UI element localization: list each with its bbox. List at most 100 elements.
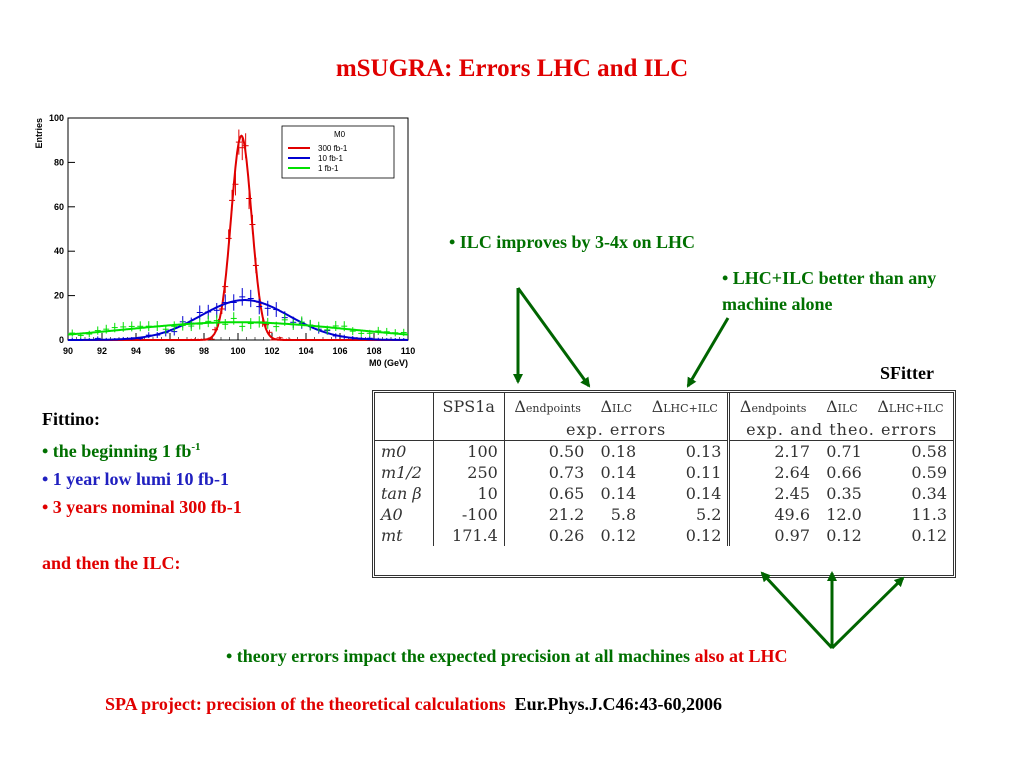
value-cell: 11.3 bbox=[911, 505, 947, 524]
x-tick-label: 102 bbox=[264, 346, 279, 356]
header-theo-lhcilc: ΔLHC+ILC bbox=[877, 396, 944, 416]
fittino-item-1: • the beginning 1 fb-1 bbox=[42, 441, 201, 461]
bullet-ilc-improves: • ILC improves by 3-4x on LHC bbox=[449, 232, 695, 252]
y-axis-label: Entries bbox=[34, 118, 44, 149]
value-cell: 0.66 bbox=[826, 463, 862, 482]
value-cell: 49.6 bbox=[727, 504, 816, 525]
slide-title: mSUGRA: Errors LHC and ILC bbox=[335, 55, 689, 82]
fittino-item-2: • 1 year low lumi 10 fb-1 bbox=[42, 469, 229, 489]
param-cell: mt bbox=[381, 526, 403, 545]
spa-project-line: SPA project: precision of the theoretica… bbox=[105, 694, 722, 715]
y-tick-label: 80 bbox=[54, 157, 64, 167]
x-tick-label: 100 bbox=[230, 346, 245, 356]
legend-label-1: 10 fb-1 bbox=[318, 154, 343, 163]
group-theo-errors: exp. and theo. errors bbox=[727, 419, 953, 441]
fittino-item-3: • 3 years nominal 300 fb-1 bbox=[42, 497, 242, 517]
y-tick-label: 100 bbox=[49, 113, 64, 123]
value-cell: 250 bbox=[432, 462, 505, 483]
header-theo-endpoints: Δendpoints bbox=[727, 393, 816, 419]
legend-label-0: 300 fb-1 bbox=[318, 144, 348, 153]
value-cell: 0.14 bbox=[600, 484, 637, 503]
value-cell: 100 bbox=[432, 440, 505, 462]
table-row: m1/2 250 0.73 0.14 0.11 2.64 0.66 0.59 bbox=[375, 462, 953, 483]
param-cell: A0 bbox=[381, 505, 403, 524]
group-exp-errors: exp. errors bbox=[503, 419, 729, 441]
arrow-to-ilc bbox=[516, 287, 591, 388]
value-cell: 2.17 bbox=[727, 440, 816, 462]
header-sps1a: SPS1a bbox=[432, 393, 505, 419]
value-cell: 2.45 bbox=[727, 483, 816, 504]
value-cell: 0.12 bbox=[911, 526, 947, 545]
spa-project-text: SPA project: precision of the theoretica… bbox=[105, 694, 506, 714]
header-exp-endpoints: Δendpoints bbox=[503, 393, 591, 419]
value-cell: 2.64 bbox=[727, 462, 816, 483]
header-exp-lhcilc: ΔLHC+ILC bbox=[651, 396, 718, 416]
legend-title: M0 bbox=[334, 130, 346, 139]
x-axis-label: M0 (GeV) bbox=[369, 358, 408, 368]
value-cell: 0.97 bbox=[727, 525, 816, 546]
errors-table: SPS1a Δendpoints ΔILC ΔLHC+ILC Δendpoint… bbox=[372, 390, 956, 578]
x-tick-label: 108 bbox=[366, 346, 381, 356]
table-row: A0 -100 21.2 5.8 5.2 49.6 12.0 11.3 bbox=[375, 504, 953, 525]
value-cell: 0.35 bbox=[826, 484, 862, 503]
value-cell: 0.14 bbox=[685, 484, 722, 503]
fittino-heading: Fittino: bbox=[42, 409, 100, 429]
value-cell: 5.8 bbox=[610, 505, 637, 524]
value-cell: 0.12 bbox=[600, 526, 637, 545]
x-tick-label: 90 bbox=[63, 346, 73, 356]
x-tick-label: 92 bbox=[97, 346, 107, 356]
value-cell: 0.58 bbox=[911, 442, 947, 461]
x-tick-label: 106 bbox=[332, 346, 347, 356]
table-row: m0 100 0.50 0.18 0.13 2.17 0.71 0.58 bbox=[375, 440, 953, 462]
value-cell: 0.18 bbox=[600, 442, 637, 461]
arrow-to-lhcilc bbox=[686, 317, 730, 388]
value-cell: 0.11 bbox=[685, 463, 722, 482]
param-cell: m1/2 bbox=[381, 463, 422, 482]
x-tick-label: 96 bbox=[165, 346, 175, 356]
param-cell: m0 bbox=[381, 442, 407, 461]
value-cell: 0.59 bbox=[911, 463, 947, 482]
x-tick-label: 98 bbox=[199, 346, 209, 356]
arrow-theo-lhcilc bbox=[830, 576, 905, 650]
value-cell: 0.13 bbox=[685, 442, 722, 461]
bullet-lhcilc-line1: • LHC+ILC better than any bbox=[722, 268, 937, 288]
param-cell: tan β bbox=[381, 484, 422, 503]
header-theo-ilc: ΔILC bbox=[826, 396, 858, 416]
fittino-then-ilc: and then the ILC: bbox=[42, 553, 181, 573]
value-cell: -100 bbox=[432, 504, 505, 525]
value-cell: 0.26 bbox=[503, 525, 591, 546]
table-row: mt 171.4 0.26 0.12 0.12 0.97 0.12 0.12 bbox=[375, 525, 953, 546]
table-row: tan β 10 0.65 0.14 0.14 2.45 0.35 0.34 bbox=[375, 483, 953, 504]
y-tick-label: 60 bbox=[54, 202, 64, 212]
reference-text: Eur.Phys.J.C46:43-60,2006 bbox=[514, 694, 722, 714]
legend-box bbox=[281, 125, 395, 179]
value-cell: 5.2 bbox=[695, 505, 722, 524]
theory-errors-note: • theory errors impact the expected prec… bbox=[226, 646, 788, 666]
m0-histogram-plot: 90 92 94 96 98 100 102 104 106 108 110 0 20 40 60 80 100… bbox=[34, 113, 416, 368]
value-cell: 12.0 bbox=[826, 505, 862, 524]
bullet-lhcilc-line2: machine alone bbox=[722, 294, 833, 314]
fittino-block: Fittino: • the beginning 1 fb-1 • 1 year… bbox=[42, 405, 242, 577]
x-tick-label: 94 bbox=[131, 346, 141, 356]
header-exp-ilc: ΔILC bbox=[600, 396, 633, 416]
y-tick-label: 20 bbox=[54, 291, 64, 301]
sfitter-label: SFitter bbox=[880, 363, 934, 383]
x-tick-label: 104 bbox=[298, 346, 313, 356]
value-cell: 0.14 bbox=[600, 463, 637, 482]
value-cell: 0.50 bbox=[503, 440, 591, 462]
value-cell: 0.65 bbox=[503, 483, 591, 504]
value-cell: 21.2 bbox=[503, 504, 591, 525]
value-cell: 0.12 bbox=[685, 526, 722, 545]
value-cell: 0.73 bbox=[503, 462, 591, 483]
value-cell: 171.4 bbox=[432, 525, 505, 546]
arrow-theo-endpoints bbox=[760, 571, 834, 650]
x-tick-label: 110 bbox=[401, 346, 416, 356]
y-tick-label: 40 bbox=[54, 246, 64, 256]
value-cell: 10 bbox=[432, 483, 505, 504]
y-tick-label: 0 bbox=[59, 335, 64, 345]
value-cell: 0.71 bbox=[826, 442, 862, 461]
series-curve-2 bbox=[67, 321, 409, 336]
value-cell: 0.34 bbox=[911, 484, 947, 503]
value-cell: 0.12 bbox=[826, 526, 862, 545]
